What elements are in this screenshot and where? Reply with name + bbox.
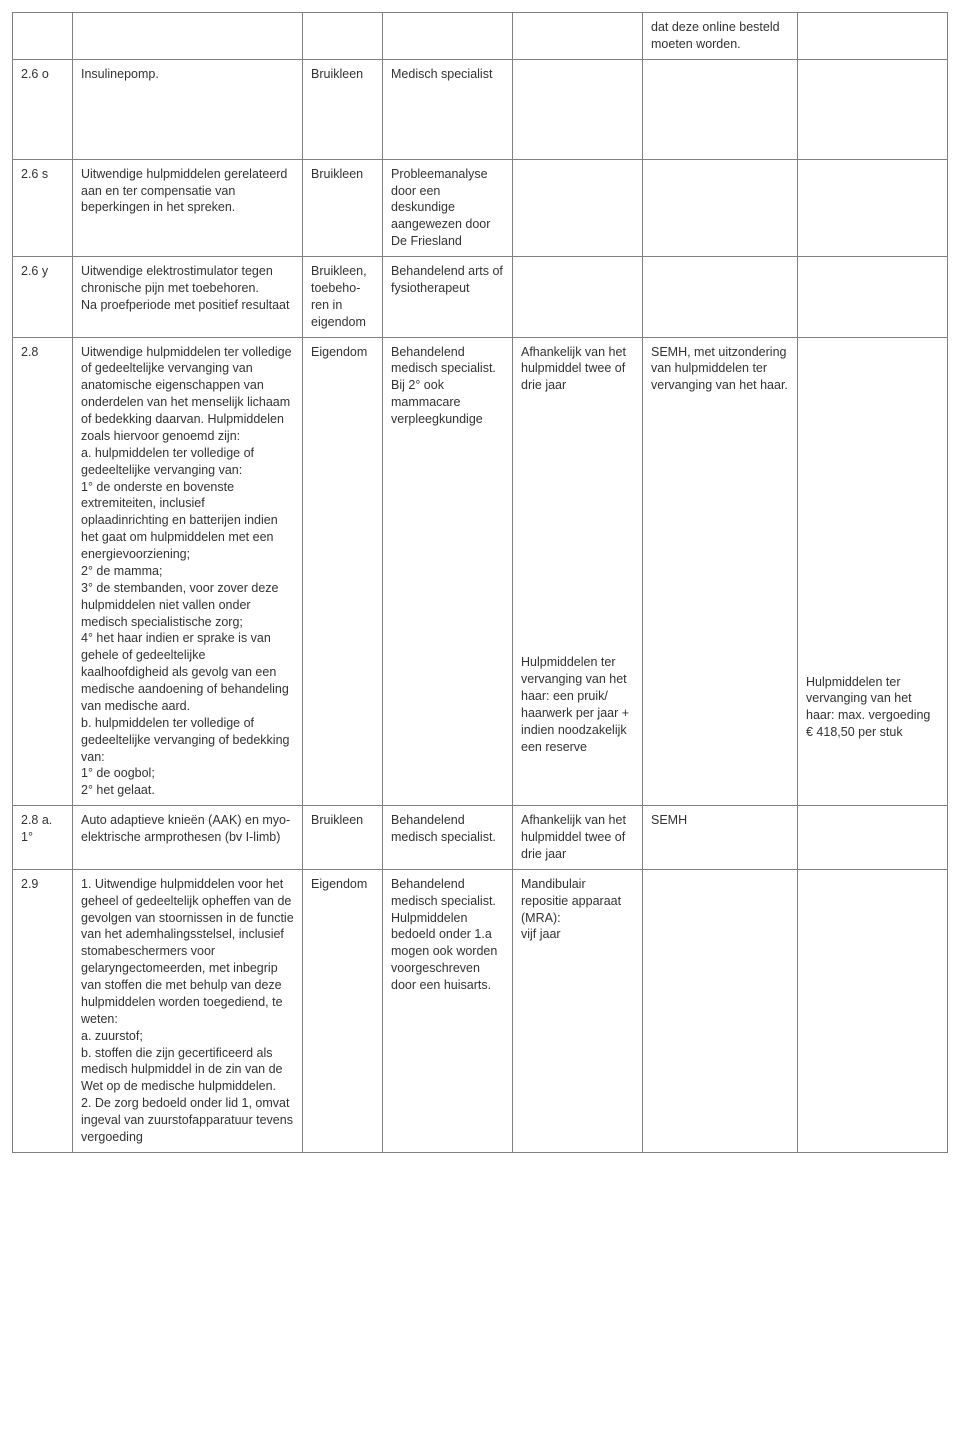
table-row: 2.8 a. 1° Auto adaptieve knieën (AAK) en… <box>13 806 948 870</box>
cell-remarks-text: Hulpmiddelen ter vervanging van het haar… <box>806 674 939 742</box>
cell-code <box>13 13 73 60</box>
cell-quality <box>643 59 798 159</box>
cell-term <box>513 159 643 256</box>
cell-term: Mandibulair repositie apparaat (MRA):vij… <box>513 869 643 1152</box>
cell-term <box>513 59 643 159</box>
cell-code: 2.6 y <box>13 257 73 338</box>
cell-desc: 1. Uitwendige hulpmiddelen voor het gehe… <box>73 869 303 1152</box>
cell-desc: Uitwendige elektrostimulator tegen chron… <box>73 257 303 338</box>
cell-remarks <box>798 257 948 338</box>
cell-ownership: Bruikleen <box>303 59 383 159</box>
cell-remarks <box>798 869 948 1152</box>
cell-ownership: Bruikleen <box>303 806 383 870</box>
cell-term-bottom: Hulpmiddelen ter vervanging van het haar… <box>521 654 634 755</box>
cell-remarks <box>798 159 948 256</box>
cell-term <box>513 257 643 338</box>
cell-quality: dat deze online besteld moeten worden. <box>643 13 798 60</box>
cell-code: 2.6 s <box>13 159 73 256</box>
cell-quality <box>643 159 798 256</box>
cell-code: 2.6 o <box>13 59 73 159</box>
cell-prescriber: Behandelend arts of fysiothe­rapeut <box>383 257 513 338</box>
cell-quality <box>643 869 798 1152</box>
cell-term: Afhankelijk van het hulp­middel twee of … <box>513 806 643 870</box>
cell-desc <box>73 13 303 60</box>
table-row: dat deze online besteld moeten worden. <box>13 13 948 60</box>
cell-desc: Uitwendige hulpmiddelen ter volledige of… <box>73 337 303 806</box>
cell-code: 2.8 a. 1° <box>13 806 73 870</box>
cell-ownership: Eigendom <box>303 869 383 1152</box>
cell-prescriber <box>383 13 513 60</box>
cell-quality: SEMH <box>643 806 798 870</box>
table-row: 2.6 o Insulinepomp. Bruikleen Medisch sp… <box>13 59 948 159</box>
table-row: 2.6 y Uitwendige elektrostimulator tegen… <box>13 257 948 338</box>
cell-desc: Auto adaptieve knieën (AAK) en myo-elekt… <box>73 806 303 870</box>
table-row: 2.9 1. Uitwendige hulpmiddelen voor het … <box>13 869 948 1152</box>
cell-quality <box>643 257 798 338</box>
cell-prescriber: Behandelend medisch specia­list. <box>383 806 513 870</box>
cell-remarks: Hulpmiddelen ter vervanging van het haar… <box>798 337 948 806</box>
cell-prescriber: Behandelend medisch specia­list.Hulpmidd… <box>383 869 513 1152</box>
cell-quality: SEMH, met uitzondering van hulpmiddelen … <box>643 337 798 806</box>
cell-remarks <box>798 59 948 159</box>
cell-code: 2.9 <box>13 869 73 1152</box>
cell-ownership: Eigendom <box>303 337 383 806</box>
table-row: 2.6 s Uitwendige hulpmiddelen gerelateer… <box>13 159 948 256</box>
cell-code: 2.8 <box>13 337 73 806</box>
cell-prescriber: Behandelend medisch specia­list.Bij 2° o… <box>383 337 513 806</box>
cell-desc: Uitwendige hulpmiddelen gerelateerd aan … <box>73 159 303 256</box>
cell-ownership <box>303 13 383 60</box>
cell-term <box>513 13 643 60</box>
cell-prescriber: Probleem­analyse door een deskundige aan… <box>383 159 513 256</box>
table-row: 2.8 Uitwendige hulpmiddelen ter volledig… <box>13 337 948 806</box>
cell-remarks <box>798 806 948 870</box>
cell-ownership: Bruikleen, toebeho­ren in eigendom <box>303 257 383 338</box>
cell-desc: Insulinepomp. <box>73 59 303 159</box>
cell-ownership: Bruikleen <box>303 159 383 256</box>
cell-term: Afhankelijk van het hulp­middel twee of … <box>513 337 643 806</box>
cell-prescriber: Medisch specia­list <box>383 59 513 159</box>
regulation-table: dat deze online besteld moeten worden. 2… <box>12 12 948 1153</box>
cell-text: Insulinepomp. <box>81 67 159 81</box>
cell-remarks <box>798 13 948 60</box>
cell-term-top: Afhankelijk van het hulp­middel twee of … <box>521 344 634 395</box>
